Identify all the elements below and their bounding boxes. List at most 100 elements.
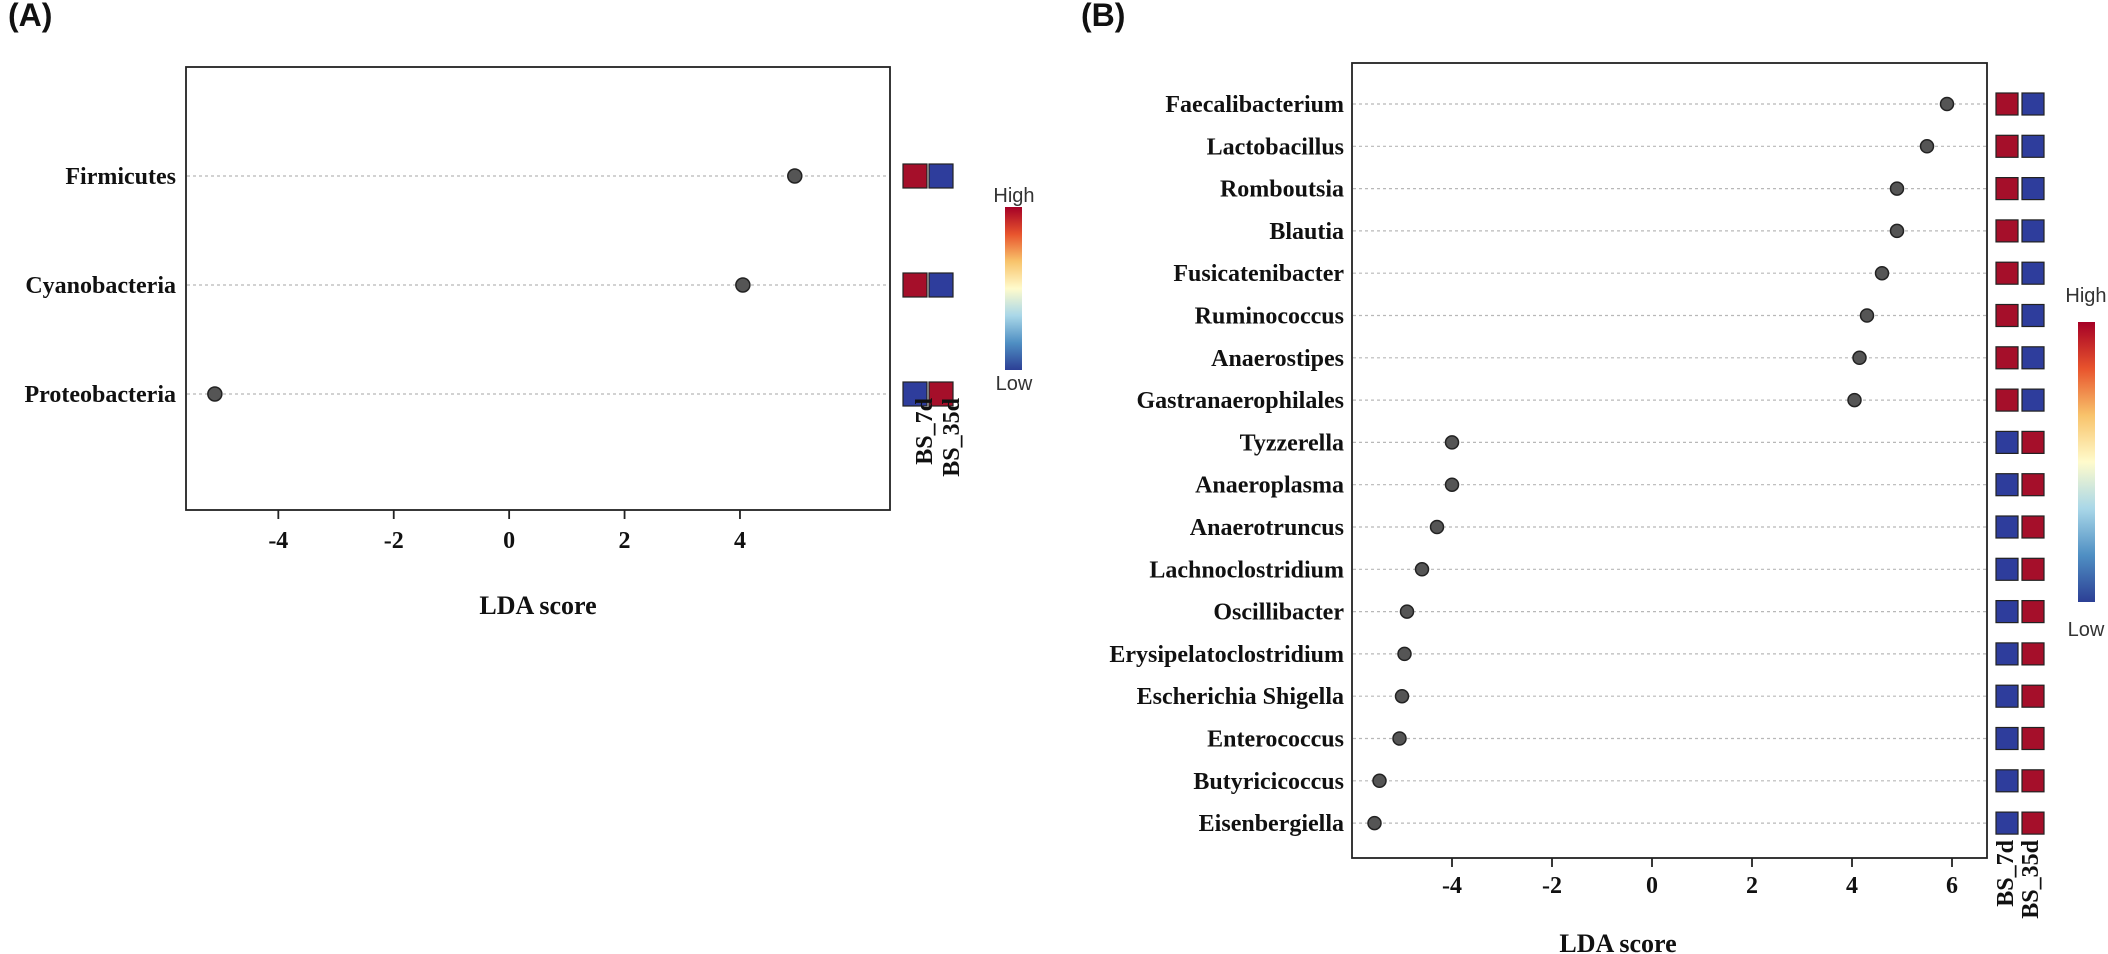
point-cyanobacteria (735, 277, 751, 293)
panel-b-x-axis-title: LDA score (1559, 929, 1676, 954)
point-blautia (1889, 223, 1905, 239)
abundance-box-gastranaerophilales-bs-7d (1995, 388, 2019, 412)
abundance-box-anaerostipes-bs-35d (2021, 346, 2045, 370)
x-tick-label: 0 (503, 528, 515, 554)
taxon-label-ruminococcus: Ruminococcus (1195, 304, 1344, 330)
point-anaerotruncus (1429, 519, 1445, 535)
abundance-box-proteobacteria-bs-7d (902, 381, 928, 407)
panel-a-x-axis-title: LDA score (479, 591, 596, 620)
point-ruminococcus (1859, 308, 1875, 323)
panel-a-gridlines (187, 175, 889, 395)
taxon-label-eisenbergiella: Eisenbergiella (1199, 811, 1344, 837)
panel-a-points (207, 168, 803, 402)
panel-b-group-label-bs-35d: BS_35d (2018, 839, 2044, 918)
point-romboutsia (1889, 181, 1905, 196)
abundance-box-anaeroplasma-bs-35d (2021, 473, 2045, 497)
taxon-label-oscillibacter: Oscillibacter (1213, 600, 1344, 626)
x-tick-label: 4 (734, 528, 746, 554)
abundance-box-ruminococcus-bs-7d (1995, 303, 2019, 328)
panel-b-taxon-labels: Faecalibacterium Lactobacillus Romboutsia B… (1109, 92, 1344, 837)
abundance-box-anaerostipes-bs-7d (1995, 346, 2019, 370)
abundance-box-lactobacillus-bs-35d (2021, 134, 2045, 158)
abundance-box-firmicutes-bs-7d (902, 163, 928, 189)
panel-b-label: (B) (1081, 0, 1125, 33)
x-tick-label: 2 (1746, 873, 1758, 899)
taxon-label-escherichia-shigella: Escherichia Shigella (1137, 684, 1344, 710)
point-lachnoclostridium (1414, 562, 1430, 577)
taxon-label-gastranaerophilales: Gastranaerophilales (1136, 388, 1344, 414)
abundance-box-lachnoclostridium-bs-35d (2021, 557, 2045, 581)
abundance-box-eisenbergiella-bs-7d (1995, 811, 2019, 835)
x-tick-label: -4 (268, 528, 288, 554)
abundance-box-enterococcus-bs-35d (2021, 726, 2045, 751)
panel-b-plot-frame (1351, 62, 1988, 859)
panel-a-plot-frame (185, 66, 891, 511)
taxon-label-faecalibacterium: Faecalibacterium (1165, 92, 1344, 118)
panel-b-abundance-boxes (1995, 92, 2045, 835)
panel-a-x-axis: -4 -2 0 2 4 (268, 510, 746, 554)
panel-b-gridlines (1353, 103, 1986, 824)
taxon-label-lactobacillus: Lactobacillus (1207, 134, 1344, 160)
point-gastranaerophilales (1847, 392, 1862, 408)
taxon-label-fusicatenibacter: Fusicatenibacter (1173, 261, 1344, 287)
abundance-box-tyzzerella-bs-35d (2021, 430, 2045, 454)
taxon-label-butyricicoccus: Butyricicoccus (1193, 769, 1344, 795)
panel-b-group-label-bs-7d: BS_7d (1993, 839, 2019, 906)
abundance-box-anaeroplasma-bs-7d (1995, 473, 2019, 497)
point-faecalibacterium (1939, 96, 1955, 112)
point-proteobacteria (207, 386, 223, 402)
x-tick-label: 6 (1946, 873, 1958, 899)
taxon-label-anaerotruncus: Anaerotruncus (1190, 515, 1344, 541)
panel-b-colorbar-high-label: High (2065, 285, 2106, 307)
panel-b-colorbar-low-label: Low (2068, 619, 2105, 641)
abundance-box-romboutsia-bs-35d (2021, 177, 2045, 201)
panel-a-colorbar-low-label: Low (996, 373, 1033, 395)
point-fusicatenibacter (1874, 265, 1890, 281)
point-firmicutes (787, 168, 803, 184)
abundance-box-anaerotruncus-bs-35d (2021, 515, 2045, 539)
abundance-box-escherichia-shigella-bs-35d (2021, 684, 2045, 708)
taxon-label-lachnoclostridium: Lachnoclostridium (1149, 557, 1344, 583)
panel-a: (A) Firmicutes Cyanobacteria Proteobacteri… (8, 0, 1035, 620)
abundance-box-erysipelatoclostridium-bs-35d (2021, 642, 2045, 666)
panel-a-abundance-boxes (902, 163, 954, 407)
abundance-box-butyricicoccus-bs-7d (1995, 769, 2019, 793)
panel-a-taxon-labels: Firmicutes Cyanobacteria Proteobacteria (25, 164, 177, 408)
abundance-box-erysipelatoclostridium-bs-7d (1995, 642, 2019, 666)
point-oscillibacter (1399, 604, 1415, 619)
taxon-label-romboutsia: Romboutsia (1220, 177, 1344, 203)
point-anaerostipes (1852, 350, 1867, 366)
point-enterococcus (1392, 731, 1407, 746)
panel-a-colorbar (1005, 207, 1022, 370)
panel-a-group-label-bs-35d: BS_35d (939, 397, 965, 476)
abundance-box-fusicatenibacter-bs-35d (2021, 261, 2045, 285)
abundance-box-cyanobacteria-bs-35d (928, 272, 954, 298)
abundance-box-blautia-bs-7d (1995, 219, 2019, 243)
abundance-box-escherichia-shigella-bs-7d (1995, 684, 2019, 708)
x-tick-label: 4 (1846, 873, 1858, 899)
taxon-label-tyzzerella: Tyzzerella (1240, 430, 1344, 456)
x-tick-label: -2 (1542, 873, 1562, 899)
point-butyricicoccus (1372, 773, 1387, 789)
point-erysipelatoclostridium (1397, 646, 1412, 662)
abundance-box-proteobacteria-bs-35d (928, 381, 954, 407)
taxon-label-blautia: Blautia (1269, 219, 1344, 245)
taxon-label-anaerostipes: Anaerostipes (1211, 346, 1344, 372)
abundance-box-faecalibacterium-bs-35d (2021, 92, 2045, 116)
point-eisenbergiella (1367, 815, 1382, 831)
x-tick-label: -2 (384, 528, 404, 554)
abundance-box-firmicutes-bs-35d (928, 163, 954, 189)
point-lactobacillus (1919, 139, 1935, 154)
taxon-label-erysipelatoclostridium: Erysipelatoclostridium (1109, 642, 1344, 668)
abundance-box-enterococcus-bs-7d (1995, 726, 2019, 751)
panel-a-colorbar-high-label: High (993, 185, 1034, 207)
abundance-box-romboutsia-bs-7d (1995, 177, 2019, 201)
point-tyzzerella (1444, 435, 1460, 450)
abundance-box-lachnoclostridium-bs-7d (1995, 557, 2019, 581)
x-tick-label: -4 (1442, 873, 1462, 899)
abundance-box-anaerotruncus-bs-7d (1995, 515, 2019, 539)
panel-a-label: (A) (8, 0, 52, 33)
taxon-label-enterococcus: Enterococcus (1207, 727, 1344, 753)
abundance-box-fusicatenibacter-bs-7d (1995, 261, 2019, 285)
